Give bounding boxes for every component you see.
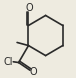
Text: O: O [29,67,37,77]
Text: O: O [25,4,33,13]
Text: Cl: Cl [3,57,13,67]
